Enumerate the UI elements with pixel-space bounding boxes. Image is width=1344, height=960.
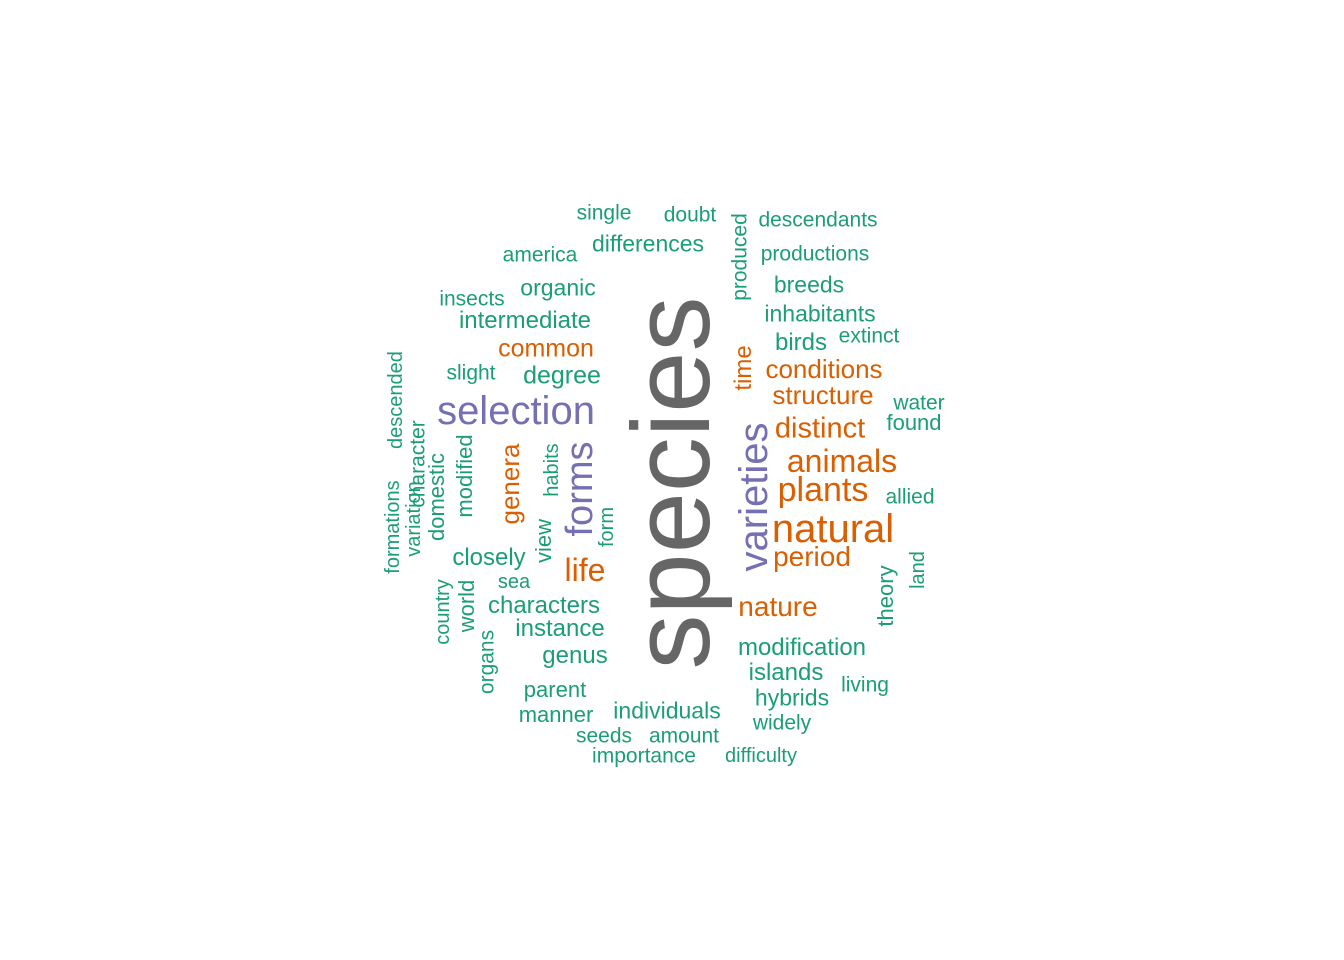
word-genus: genus [542,642,608,669]
word-living: living [841,673,889,697]
word-insects: insects [439,287,505,311]
word-manner: manner [518,702,594,727]
word-organic: organic [520,274,596,301]
word-habits: habits [541,443,563,497]
word-widely: widely [752,711,812,735]
word-form: form [596,507,618,547]
word-sea: sea [497,571,531,593]
word-importance: importance [592,744,696,768]
word-descendants: descendants [758,208,878,232]
word-islands: islands [748,659,824,686]
word-distinct: distinct [774,412,866,445]
word-degree: degree [523,361,601,390]
word-america: america [502,243,578,267]
word-structure: structure [772,380,874,410]
word-selection: selection [437,389,595,433]
word-modified: modified [452,434,477,518]
word-formations: formations [382,480,404,574]
word-instance: instance [515,615,605,642]
word-plants: plants [777,471,869,509]
word-water: water [893,391,945,415]
word-amount: amount [648,724,720,748]
word-genera: genera [495,443,525,525]
word-view: view [531,518,556,564]
word-country: country [432,579,454,645]
word-conditions: conditions [765,354,883,384]
word-time: time [730,345,757,391]
word-slight: slight [446,361,496,385]
word-birds: birds [774,329,828,356]
word-forms: forms [559,441,601,537]
word-organs: organs [475,629,499,695]
word-breeds: breeds [773,271,845,298]
word-parent: parent [523,677,587,702]
word-land: land [907,551,929,589]
word-productions: productions [760,242,870,266]
word-common: common [498,334,594,363]
word-theory: theory [873,565,898,627]
word-domestic: domestic [424,452,449,542]
word-allied: allied [885,485,935,509]
word-extinct: extinct [838,324,900,348]
word-varieties: varieties [732,422,776,572]
word-produced: produced [728,213,752,301]
word-animals: animals [786,443,898,479]
word-variation: variation [403,481,425,557]
word-natural: natural [771,507,895,551]
word-single: single [576,201,632,225]
word-differences: differences [591,230,705,257]
word-seeds: seeds [575,724,633,748]
word-difficulty: difficulty [725,745,797,767]
word-closely: closely [452,544,526,571]
word-hybrids: hybrids [754,684,830,711]
word-intermediate: intermediate [458,307,592,334]
word-doubt: doubt [663,203,717,227]
word-nature: nature [738,591,818,622]
word-individuals: individuals [613,697,721,724]
word-world: world [454,579,479,633]
word-species: species [610,296,733,670]
word-modification: modification [737,634,867,661]
word-life: life [564,552,606,588]
word-characters: characters [487,592,601,619]
word-inhabitants: inhabitants [764,300,876,327]
word-found: found [886,410,942,435]
word-period: period [773,541,851,572]
word-descended: descended [385,351,407,449]
